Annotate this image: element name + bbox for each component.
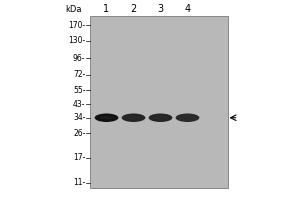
Text: 26-: 26- xyxy=(73,129,86,138)
Text: 170-: 170- xyxy=(68,21,86,30)
Text: 17-: 17- xyxy=(73,153,86,162)
Text: 2: 2 xyxy=(130,4,136,14)
Bar xyxy=(90,16,228,188)
Text: 11-: 11- xyxy=(73,178,86,187)
Ellipse shape xyxy=(181,116,194,119)
Ellipse shape xyxy=(176,113,200,122)
Text: 55-: 55- xyxy=(73,86,85,95)
Ellipse shape xyxy=(100,116,113,119)
Ellipse shape xyxy=(148,113,172,122)
Text: 1: 1 xyxy=(103,4,109,14)
Text: 43-: 43- xyxy=(73,100,85,109)
Text: 34-: 34- xyxy=(73,113,85,122)
Ellipse shape xyxy=(122,113,146,122)
Text: 4: 4 xyxy=(184,4,190,14)
Text: 3: 3 xyxy=(158,4,164,14)
Text: 96-: 96- xyxy=(73,54,85,63)
Ellipse shape xyxy=(94,113,118,122)
Ellipse shape xyxy=(154,116,167,119)
Text: 130-: 130- xyxy=(68,36,86,45)
Text: 72-: 72- xyxy=(73,70,86,79)
Text: kDa: kDa xyxy=(65,4,82,14)
Ellipse shape xyxy=(127,116,140,119)
